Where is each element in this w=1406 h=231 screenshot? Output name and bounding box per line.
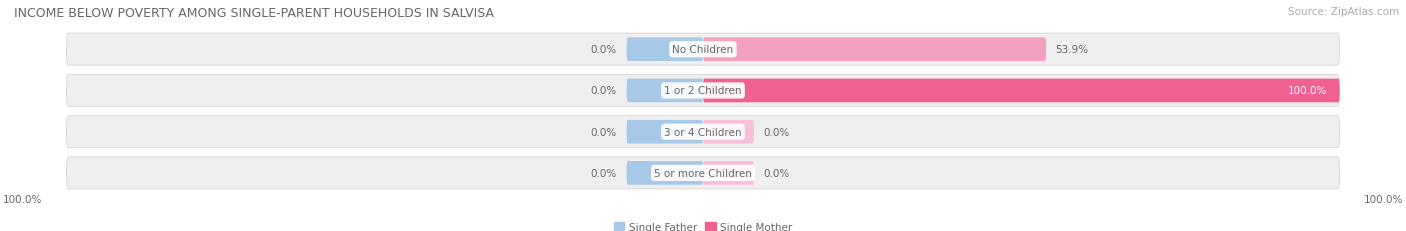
- FancyBboxPatch shape: [627, 38, 703, 62]
- Text: 0.0%: 0.0%: [591, 127, 617, 137]
- Text: 0.0%: 0.0%: [591, 45, 617, 55]
- Text: 3 or 4 Children: 3 or 4 Children: [664, 127, 742, 137]
- Text: INCOME BELOW POVERTY AMONG SINGLE-PARENT HOUSEHOLDS IN SALVISA: INCOME BELOW POVERTY AMONG SINGLE-PARENT…: [14, 7, 494, 20]
- FancyBboxPatch shape: [703, 79, 1340, 103]
- Text: 100.0%: 100.0%: [1364, 194, 1403, 204]
- FancyBboxPatch shape: [703, 38, 1046, 62]
- Text: 100.0%: 100.0%: [3, 194, 42, 204]
- FancyBboxPatch shape: [627, 161, 703, 185]
- Text: 53.9%: 53.9%: [1056, 45, 1088, 55]
- Legend: Single Father, Single Mother: Single Father, Single Mother: [614, 222, 792, 231]
- FancyBboxPatch shape: [66, 34, 1340, 66]
- Text: 5 or more Children: 5 or more Children: [654, 168, 752, 178]
- Text: 0.0%: 0.0%: [591, 168, 617, 178]
- Text: 0.0%: 0.0%: [591, 86, 617, 96]
- FancyBboxPatch shape: [627, 79, 703, 103]
- FancyBboxPatch shape: [66, 116, 1340, 148]
- FancyBboxPatch shape: [66, 75, 1340, 107]
- FancyBboxPatch shape: [627, 120, 703, 144]
- Text: Source: ZipAtlas.com: Source: ZipAtlas.com: [1288, 7, 1399, 17]
- Text: 0.0%: 0.0%: [763, 168, 790, 178]
- Text: 1 or 2 Children: 1 or 2 Children: [664, 86, 742, 96]
- FancyBboxPatch shape: [703, 120, 754, 144]
- FancyBboxPatch shape: [66, 157, 1340, 189]
- FancyBboxPatch shape: [703, 161, 754, 185]
- Text: 0.0%: 0.0%: [763, 127, 790, 137]
- Text: No Children: No Children: [672, 45, 734, 55]
- Text: 100.0%: 100.0%: [1288, 86, 1327, 96]
